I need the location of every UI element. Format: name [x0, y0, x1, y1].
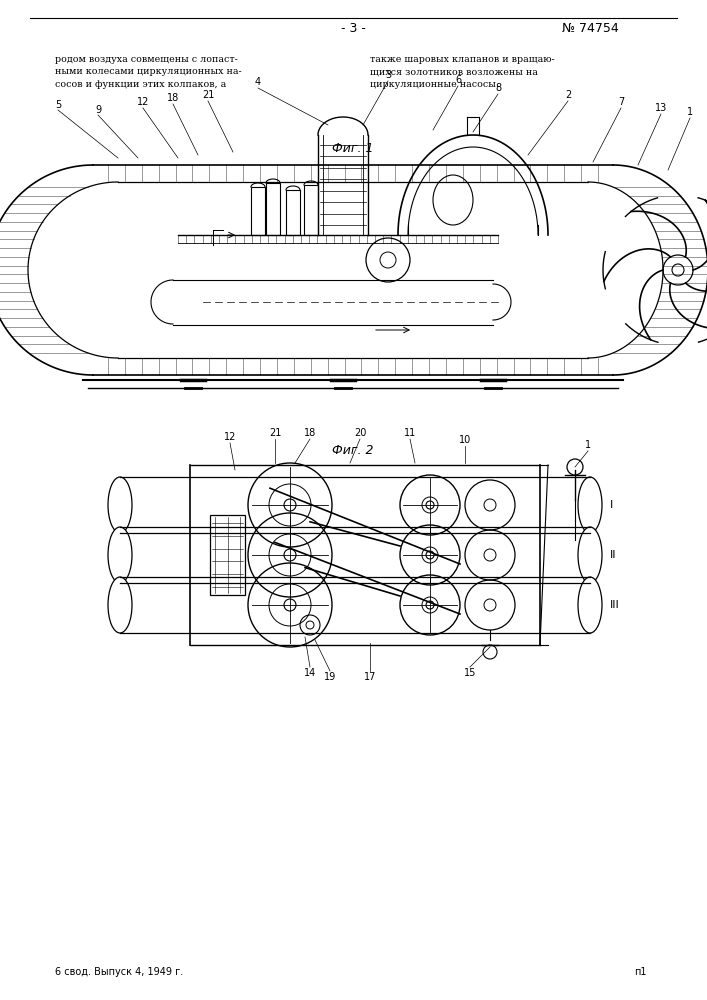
- Circle shape: [484, 599, 496, 611]
- Text: Фиг. 1: Фиг. 1: [332, 141, 374, 154]
- Circle shape: [284, 499, 296, 511]
- Text: 1: 1: [687, 107, 693, 117]
- Text: I: I: [610, 500, 613, 510]
- Text: 3: 3: [385, 70, 391, 80]
- Circle shape: [426, 601, 434, 609]
- Text: 13: 13: [655, 103, 667, 113]
- Circle shape: [284, 599, 296, 611]
- Text: - 3 -: - 3 -: [341, 21, 366, 34]
- Text: 6 свод. Выпуск 4, 1949 г.: 6 свод. Выпуск 4, 1949 г.: [55, 967, 183, 977]
- Text: № 74754: № 74754: [561, 21, 619, 34]
- Text: 2: 2: [565, 90, 571, 100]
- Text: 18: 18: [304, 428, 316, 438]
- Ellipse shape: [578, 577, 602, 633]
- Circle shape: [284, 549, 296, 561]
- Text: п1: п1: [633, 967, 646, 977]
- Circle shape: [484, 549, 496, 561]
- Ellipse shape: [108, 477, 132, 533]
- Ellipse shape: [108, 577, 132, 633]
- Circle shape: [426, 501, 434, 509]
- Text: 15: 15: [464, 668, 477, 678]
- Bar: [251, 187, 265, 235]
- Bar: [304, 185, 318, 235]
- Bar: [286, 190, 300, 235]
- Text: 6: 6: [455, 75, 461, 85]
- Text: III: III: [610, 600, 620, 610]
- Ellipse shape: [578, 477, 602, 533]
- Text: также шаровых клапанов и вращаю-
щихся золотников возложены на
циркуляционные на: также шаровых клапанов и вращаю- щихся з…: [370, 55, 555, 89]
- Text: 9: 9: [95, 105, 101, 115]
- Text: 12: 12: [224, 432, 236, 442]
- Text: 1: 1: [585, 440, 591, 450]
- Text: 18: 18: [167, 93, 179, 103]
- Ellipse shape: [578, 527, 602, 583]
- Text: 19: 19: [324, 672, 336, 682]
- Circle shape: [426, 551, 434, 559]
- Bar: [266, 183, 280, 235]
- Text: II: II: [610, 550, 617, 560]
- Text: 12: 12: [137, 97, 149, 107]
- Bar: [210, 515, 245, 595]
- Text: 21: 21: [269, 428, 281, 438]
- Text: 21: 21: [201, 90, 214, 100]
- Circle shape: [672, 264, 684, 276]
- Text: родом воздуха совмещены с лопаст-
ными колесами циркуляционных на-
сосов и функц: родом воздуха совмещены с лопаст- ными к…: [55, 55, 242, 89]
- Ellipse shape: [108, 527, 132, 583]
- Circle shape: [306, 621, 314, 629]
- Text: Фиг. 2: Фиг. 2: [332, 444, 374, 456]
- Text: 8: 8: [495, 83, 501, 93]
- Text: 20: 20: [354, 428, 366, 438]
- Text: 5: 5: [55, 100, 61, 110]
- Text: 4: 4: [255, 77, 261, 87]
- Circle shape: [484, 499, 496, 511]
- Text: 17: 17: [364, 672, 376, 682]
- Text: 11: 11: [404, 428, 416, 438]
- Text: 10: 10: [459, 435, 471, 445]
- Text: 14: 14: [304, 668, 316, 678]
- Text: 7: 7: [618, 97, 624, 107]
